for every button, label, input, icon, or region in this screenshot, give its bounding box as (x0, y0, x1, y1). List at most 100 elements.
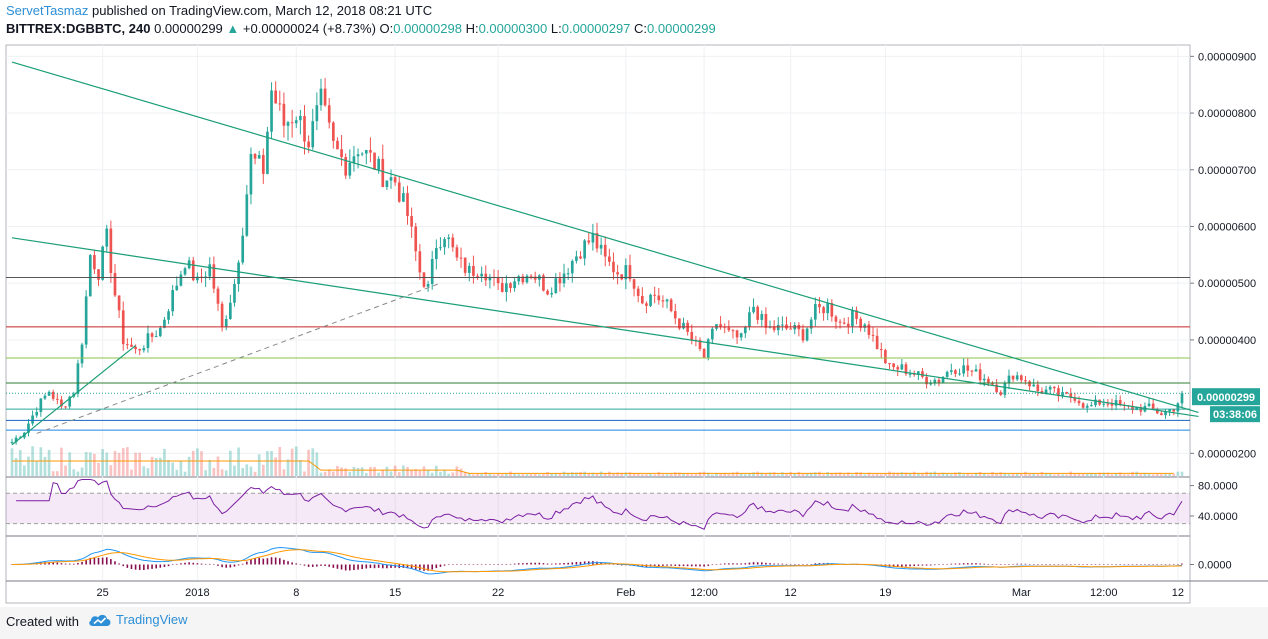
macd-hist-bar (184, 562, 186, 565)
volume-bar (624, 472, 628, 476)
volume-bar (822, 474, 825, 476)
macd-hist-bar (703, 564, 705, 567)
volume-bar (694, 474, 698, 476)
macd-hist-bar (443, 564, 446, 566)
candle (55, 398, 59, 400)
macd-hist-bar (311, 564, 314, 567)
rsi-band (6, 493, 1190, 524)
volume-bar (550, 472, 554, 476)
macd-hist-bar (484, 564, 487, 565)
macd-hist-bar (254, 558, 256, 565)
volume-bar (587, 473, 591, 476)
volume-bar (962, 474, 965, 476)
macd-hist-bar (1172, 564, 1175, 565)
volume-bar (1081, 473, 1085, 476)
macd-hist-bar (892, 564, 895, 567)
candle (570, 260, 574, 274)
volume-bar (290, 448, 294, 476)
volume-bar (958, 472, 961, 476)
candle (451, 237, 455, 248)
candle (789, 328, 792, 330)
volume-bar (987, 474, 990, 476)
candle (669, 299, 673, 312)
macd-hist-bar (509, 563, 512, 565)
macd-hist-bar (278, 558, 281, 565)
x-tick-label: 19 (879, 587, 891, 599)
candle (962, 365, 965, 374)
volume-bar (1110, 474, 1114, 476)
volume-bar (690, 474, 694, 476)
x-tick-label: 15 (389, 587, 401, 599)
volume-bar (517, 474, 521, 476)
volume-bar (109, 465, 113, 476)
macd-hist-bar (1181, 563, 1183, 565)
volume-bar (809, 472, 813, 476)
macd-hist-bar (546, 563, 549, 565)
tradingview-logo[interactable]: TradingView (88, 612, 188, 627)
macd-hist-bar (56, 562, 59, 565)
l-value: 0.00000297 (561, 21, 631, 36)
candle (558, 278, 562, 284)
x-tick-label: 12:00 (1090, 587, 1118, 599)
candle (315, 105, 319, 122)
volume-bar (204, 470, 207, 476)
candle (1160, 413, 1163, 416)
macd-hist-bar (118, 563, 120, 565)
macd-hist-bar (612, 564, 615, 565)
volume-bar (1036, 474, 1040, 476)
candle (418, 251, 422, 273)
macd-hist-bar (394, 564, 396, 568)
candle (1085, 405, 1089, 408)
candle (51, 391, 55, 399)
chart-canvas[interactable]: 25 2018 8 15 22 Feb 12:00 12 19 Mar 12:00 120.00000… (0, 0, 1268, 607)
candle (257, 155, 261, 159)
candle (583, 240, 586, 259)
candle (657, 295, 661, 301)
candle (995, 384, 998, 393)
volume-bar (752, 472, 755, 476)
candle (505, 283, 508, 292)
volume-bar (661, 474, 665, 476)
volume-bar (682, 473, 685, 476)
macd-hist-bar (52, 562, 54, 565)
macd-hist-bar (138, 564, 141, 571)
volume-bar (879, 474, 883, 476)
macd-hist-bar (258, 557, 260, 565)
volume-bar (352, 466, 356, 476)
volume-bar (760, 472, 764, 476)
volume-bar (818, 471, 821, 476)
macd-hist-bar (361, 564, 363, 570)
volume-bar (97, 462, 100, 476)
macd-hist-bar (324, 564, 326, 567)
candle (500, 283, 504, 292)
candle (1176, 403, 1180, 412)
volume-bar (846, 472, 850, 476)
volume-bar (360, 467, 364, 476)
candle (871, 334, 875, 336)
candle (727, 327, 731, 331)
volume-bar (723, 472, 727, 476)
candle (603, 244, 607, 257)
macd-hist-bar (1053, 564, 1056, 565)
macd-hist-bar (336, 564, 339, 569)
volume-bar (608, 471, 611, 476)
macd-hist-bar (97, 557, 100, 565)
candle (735, 330, 739, 338)
candle (253, 153, 257, 159)
x-tick-label: Mar (1012, 587, 1031, 599)
candle (1024, 380, 1027, 382)
macd-hist-bar (180, 563, 182, 565)
y-tick-label: 0.00000700 (1198, 165, 1256, 177)
volume-bar (381, 470, 385, 476)
author-link[interactable]: ServetTasmaz (6, 3, 89, 18)
volume-bar (1098, 472, 1101, 476)
macd-hist-bar (295, 563, 298, 565)
volume-bar (76, 471, 80, 476)
macd-hist-bar (723, 563, 726, 565)
x-tick-label: 25 (97, 587, 109, 599)
macd-hist-bar (340, 564, 343, 570)
candle (838, 321, 842, 323)
candle (719, 324, 722, 327)
volume-bar (1024, 471, 1027, 476)
candle (385, 180, 389, 188)
